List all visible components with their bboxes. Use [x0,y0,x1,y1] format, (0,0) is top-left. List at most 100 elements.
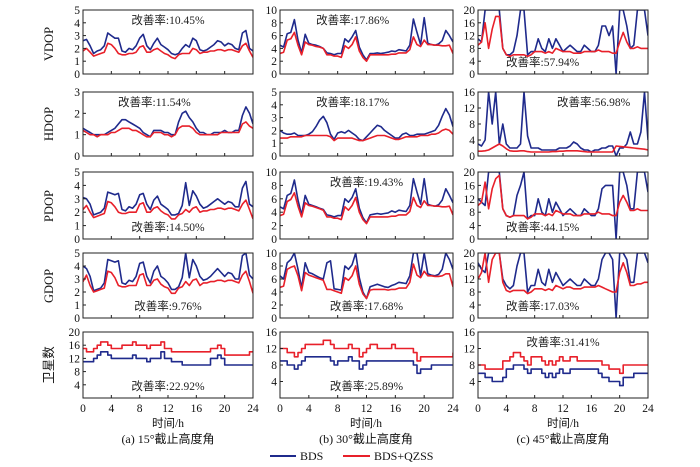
column-xlabels: 时间/h 时间/h 时间/h (a) 15°截止高度角 (b) 30°截止高度角… [121,417,609,446]
x-tick-label: 16 [191,403,203,415]
y-tick-label: 0 [74,151,80,163]
y-tick-label: 20 [69,327,81,339]
y-tick-label: 2 [271,56,277,68]
series-line-bds [478,253,648,318]
x-tick-label: 12 [557,403,569,415]
series-line-bds [83,106,253,138]
y-tick-label: 4 [469,56,475,68]
improvement-rate-annotation: 改善率:17.86% [316,13,390,27]
series-line-bds-qzss [280,128,453,142]
y-tick-label: 8 [271,261,277,273]
series-line-bds-qzss [83,270,253,295]
y-tick-label: 20 [464,248,476,260]
y-tick-label: 12 [464,274,476,286]
y-tick-label: 6 [271,274,277,286]
x-tick-label: 24 [447,403,459,415]
y-tick-label: 8 [469,119,475,131]
y-tick-label: 10 [266,248,278,260]
xlabel-col-b: 时间/h [350,417,382,430]
improvement-rate-annotation: 改善率:31.41% [526,335,600,349]
y-tick-label: 12 [464,194,476,206]
y-tick-label: 10 [266,5,278,17]
y-tick-label: 2 [271,125,277,137]
series-line-bds-qzss [280,339,453,362]
y-tick-label: 1 [74,56,80,68]
ylabel-hdop: HDOP [42,107,56,141]
x-tick-label: 4 [503,403,509,415]
x-tick-label: 24 [642,403,654,415]
x-tick-label: 8 [532,403,538,415]
ylabel-gdop: GDOP [42,269,56,303]
y-tick-label: 0 [469,151,475,163]
y-tick-label: 8 [469,287,475,299]
y-tick-label: 16 [464,261,476,273]
y-tick-label: 8 [271,18,277,30]
y-tick-label: 0 [271,234,277,246]
y-tick-label: 8 [74,367,80,379]
y-tick-label: 4 [74,261,80,273]
y-tick-label: 12 [464,103,476,115]
series-line-bds-qzss [83,199,253,220]
y-tick-label: 4 [74,380,80,392]
improvement-rate-annotation: 改善率:10.45% [131,13,205,27]
row-ylabels: VDOP HDOP PDOP GDOP 卫星数 [41,27,56,384]
series-line-bds [83,29,253,56]
y-tick-label: 4 [271,100,277,112]
series-line-bds [83,351,253,366]
panel--col1: 0 4 8 12 16 20 24 4 8 12 16 改善率:25.89% [266,327,460,415]
series-line-bds-qzss [83,121,253,138]
y-tick-label: 1 [74,221,80,233]
y-tick-label: 4 [271,43,277,55]
y-tick-label: 4 [469,221,475,233]
y-tick-label: 4 [469,135,475,147]
y-tick-label: 10 [266,167,278,179]
x-tick-label: 12 [361,403,373,415]
y-tick-label: 6 [271,31,277,43]
y-tick-label: 5 [74,167,80,179]
y-tick-label: 16 [266,327,278,339]
x-tick-label: 16 [586,403,598,415]
y-tick-label: 2 [271,300,277,312]
panel-pdop-col1: 02 46 810 改善率:19.43% [266,167,454,246]
y-tick-label: 16 [69,340,81,352]
y-tick-label: 4 [271,287,277,299]
y-tick-label: 0 [271,69,277,81]
y-tick-label: 6 [271,194,277,206]
y-tick-label: 8 [469,207,475,219]
improvement-rate-annotation: 改善率:14.50% [131,220,205,234]
y-tick-label: 8 [271,180,277,192]
y-tick-label: 3 [74,31,80,43]
series-line-bds [280,107,453,142]
x-tick-label: 16 [390,403,402,415]
y-tick-label: 0 [74,234,80,246]
y-tick-label: 3 [271,113,277,125]
y-tick-label: 20 [464,5,476,17]
y-tick-label: 0 [74,313,80,325]
y-tick-label: 2 [74,287,80,299]
x-tick-label: 0 [475,403,481,415]
x-tick-label: 20 [219,403,231,415]
x-tick-label: 8 [137,403,143,415]
series-line-bds [478,364,648,387]
y-tick-label: 12 [69,353,81,365]
series-line-bds [83,180,253,216]
y-tick-label: 0 [469,234,475,246]
panels-group: 012345改善率:10.45%0246810改善率:17.86%0481216… [69,5,655,415]
y-tick-label: 4 [469,377,475,389]
series-line-bds-qzss [478,174,648,220]
caption-col-b: (b) 30°截止高度角 [319,431,413,446]
y-tick-label: 0 [74,69,80,81]
series-line-bds-qzss [280,192,453,225]
xlabel-col-a: 时间/h [152,417,184,430]
improvement-rate-annotation: 改善率:56.98% [557,95,631,109]
y-tick-label: 0 [469,313,475,325]
series-line-bds-qzss [478,253,648,295]
ylabel-satellites: 卫星数 [41,346,56,384]
